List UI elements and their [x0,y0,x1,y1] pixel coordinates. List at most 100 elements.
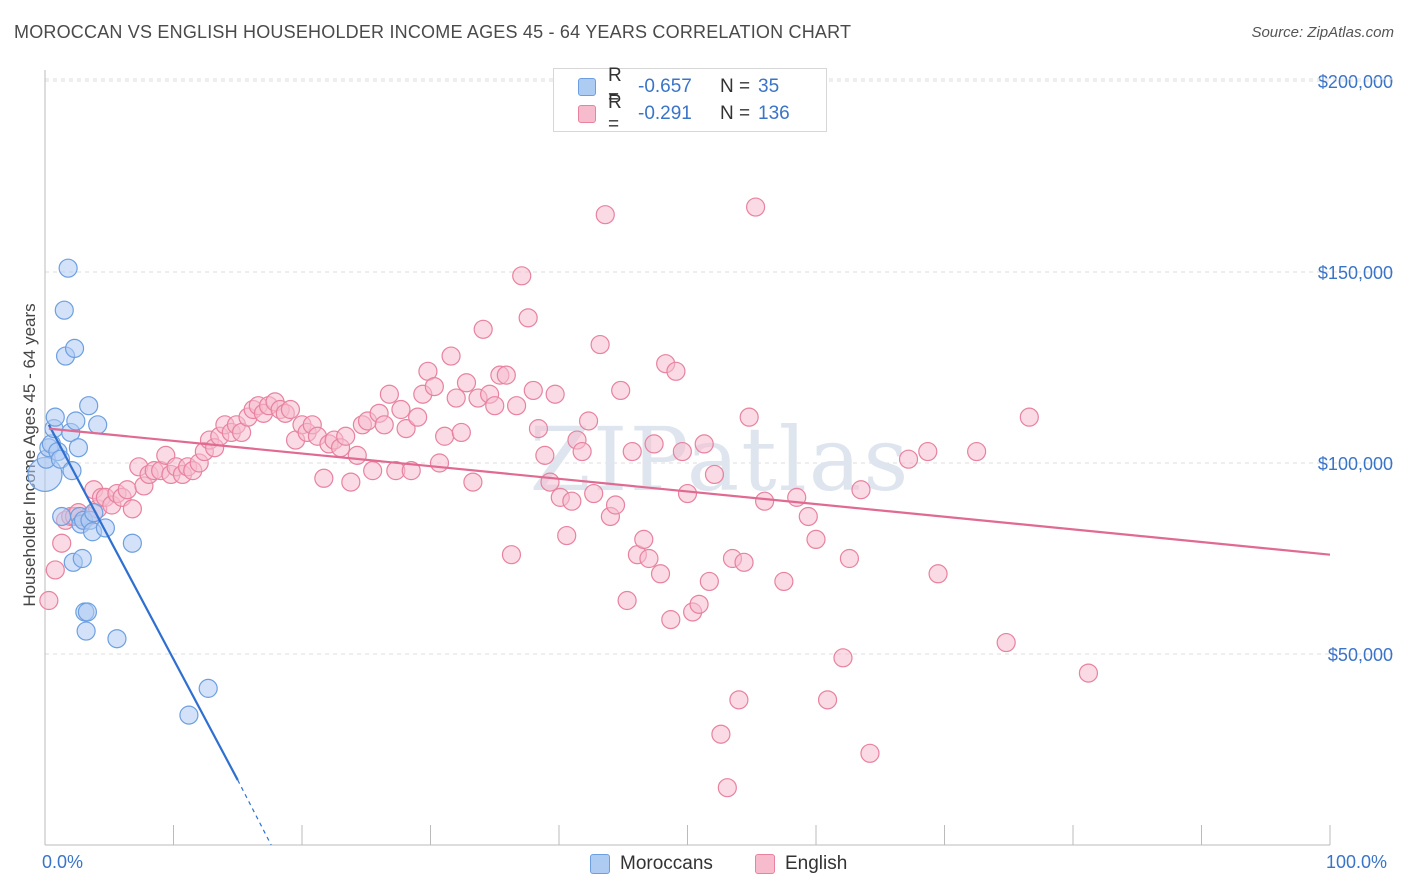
english-point [562,491,582,511]
english-point [734,552,754,572]
y-tick-label: $200,000 [1318,72,1393,92]
english-point [860,743,880,763]
english-point [446,388,466,408]
moroccans-point [54,300,74,320]
english-point [363,461,383,481]
moroccans-point [64,338,85,358]
english-point [622,441,642,462]
n-value-english: 136 [758,103,790,124]
moroccans-point [88,415,108,435]
english-legend-swatch [755,854,775,874]
english-point [729,690,749,710]
english-point [122,499,142,519]
english-point [435,426,455,446]
english-point [839,548,860,569]
english-point [473,319,493,339]
moroccans-swatch [578,78,596,96]
english-point [506,396,527,416]
english-point [1019,407,1039,427]
chart-title: MOROCCAN VS ENGLISH HOUSEHOLDER INCOME A… [14,22,852,42]
english-swatch [578,105,596,123]
english-point [117,480,137,500]
moroccans-point [68,438,89,458]
english-point [496,365,516,385]
correlation-legend: R = -0.657 N = 35 R = -0.291 N = 136 [553,65,827,135]
english-point [485,396,505,416]
y-tick-label: $150,000 [1318,263,1393,283]
english-point [754,491,775,511]
english-point [424,377,444,397]
english-point [650,564,671,584]
english-point [1078,663,1099,683]
english-point [774,571,794,592]
english-point [617,590,637,611]
english-point [441,346,461,366]
english-point [540,472,560,492]
english-point [611,380,631,401]
n-label: N = [720,76,751,97]
legend-item-moroccans: Moroccans [590,853,713,875]
moroccans-point [107,629,127,649]
english-point [584,483,604,504]
english-point [528,419,549,439]
moroccans-point [66,411,86,431]
y-tick-label: $100,000 [1318,454,1393,474]
english-point [379,384,399,404]
moroccans-legend-swatch [590,854,610,874]
y-tick-label: $50,000 [1328,645,1393,665]
english-point [833,648,853,668]
english-point [535,445,555,465]
moroccans-point [58,258,78,278]
english-point [694,434,714,454]
english-point [52,533,72,553]
english-point [661,610,681,630]
english-point [798,506,818,527]
english-point [401,461,421,481]
moroccans-point [179,705,199,725]
series-legend: Moroccans English [0,850,1406,880]
english-point [634,529,654,550]
legend-label-moroccans: Moroccans [620,853,713,874]
english-point [704,464,725,485]
english-point [595,205,615,225]
english-point [429,453,450,473]
english-point [711,724,731,744]
english-point [336,426,356,446]
r-label: R = [608,65,622,108]
moroccans-point [77,602,98,622]
legend-label-english: English [785,853,848,874]
english-point [341,472,361,492]
english-point [672,441,692,462]
english-point [590,334,610,355]
english-point [523,380,543,401]
english-point [512,266,532,286]
moroccans-point [79,396,99,416]
english-point [39,590,59,611]
x-tick-label-min: 0.0% [42,852,84,872]
english-point [280,399,301,420]
english-point [746,197,766,217]
english-point [314,468,334,488]
moroccans-trend-line [47,424,239,781]
english-point [451,422,471,443]
english-point [396,419,416,439]
english-trend-line [48,427,1331,556]
english-point [806,529,826,550]
english-point [578,411,599,431]
english-point [572,441,592,462]
english-point [898,449,919,469]
english-point [518,308,538,328]
r-label: R = [608,92,622,135]
english-point [408,407,428,427]
english-point [456,373,477,393]
moroccans-point [198,678,218,698]
moroccans-point [76,621,96,641]
moroccans-point [122,533,142,553]
english-point [817,690,838,710]
english-point [391,399,411,420]
english-point [45,560,65,580]
english-point [689,594,709,614]
english-point [501,545,522,565]
english-point [996,632,1016,653]
